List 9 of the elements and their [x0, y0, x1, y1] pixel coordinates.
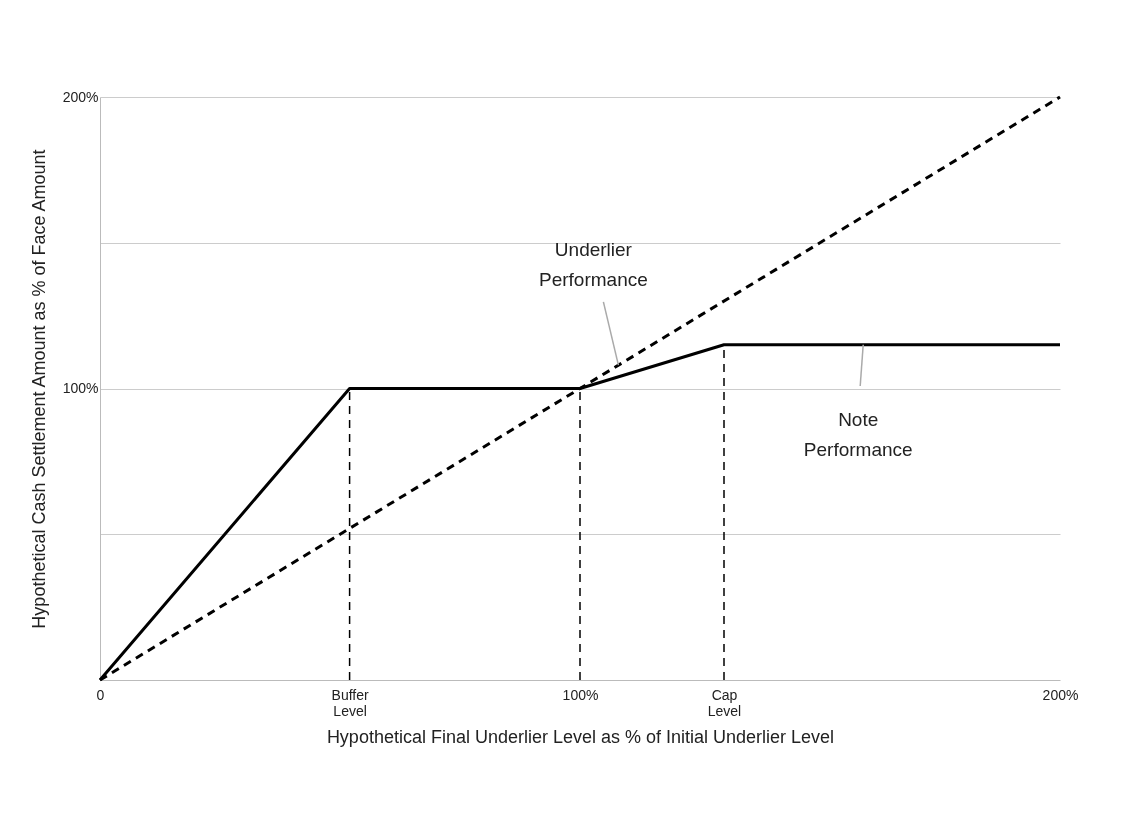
x-tick-label: Buffer Level — [331, 686, 369, 719]
x-tick-label: 100% — [562, 686, 599, 703]
x-tick-label: 200% — [1042, 686, 1079, 703]
x-tick-label: Cap Level — [707, 686, 742, 719]
x-tick-label: 0 — [96, 686, 105, 703]
x-axis-title: Hypothetical Final Underlier Level as % of Initial Underlier Level — [326, 726, 835, 747]
annotation: Underlier Performance — [539, 239, 648, 291]
y-axis-title: Hypothetical Cash Settlement Amount as % of Face Amount — [28, 149, 49, 629]
annotation: Note Performance — [803, 408, 913, 460]
